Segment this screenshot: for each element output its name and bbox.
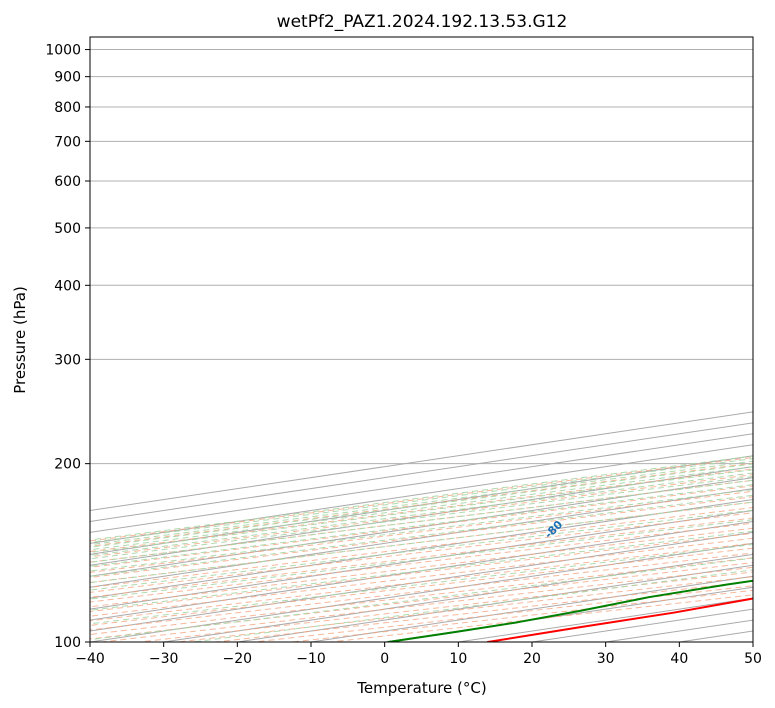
isotherm-line xyxy=(90,509,753,610)
isotherm-line xyxy=(90,455,753,555)
x-tick-label: 50 xyxy=(744,651,762,667)
x-tick-label: 30 xyxy=(597,651,615,667)
y-tick-label: 700 xyxy=(54,134,81,150)
isotherm-line xyxy=(90,531,753,632)
y-tick-label: 400 xyxy=(54,278,81,294)
isotherm-line xyxy=(90,520,753,621)
x-tick-label: 20 xyxy=(523,651,541,667)
y-tick-label: 600 xyxy=(54,174,81,190)
isotherm-line xyxy=(90,477,753,577)
x-tick-label: −10 xyxy=(296,651,326,667)
x-axis-title: Temperature (°C) xyxy=(356,679,486,697)
axes-layer: −40 −30 −20 −10 0 10 20 30 40 50 100 200 300 400 500 60… xyxy=(45,43,762,667)
y-tick-label: 300 xyxy=(54,352,81,368)
x-tick-label: 10 xyxy=(449,651,467,667)
y-tick-label: 1000 xyxy=(45,43,81,59)
y-axis-title: Pressure (hPa) xyxy=(11,286,29,394)
y-tick-label: 500 xyxy=(54,221,81,237)
x-tick-label: 0 xyxy=(380,651,389,667)
y-tick-label: 100 xyxy=(54,635,81,651)
y-tick-label: 900 xyxy=(54,70,81,86)
x-tick-label: 40 xyxy=(670,651,688,667)
isotherm-line xyxy=(90,444,753,544)
isotherm-line xyxy=(90,488,753,588)
chart-title: wetPf2_PAZ1.2024.192.13.53.G12 xyxy=(277,12,568,32)
y-tick-label: 800 xyxy=(54,100,81,116)
x-tick-label: −40 xyxy=(75,651,105,667)
x-tick-label: −30 xyxy=(149,651,179,667)
plot-background xyxy=(90,37,753,642)
plot-frame xyxy=(89,36,754,643)
x-tick-label: −20 xyxy=(223,651,253,667)
isotherm-line xyxy=(90,466,753,566)
y-tick-label: 200 xyxy=(54,457,81,473)
